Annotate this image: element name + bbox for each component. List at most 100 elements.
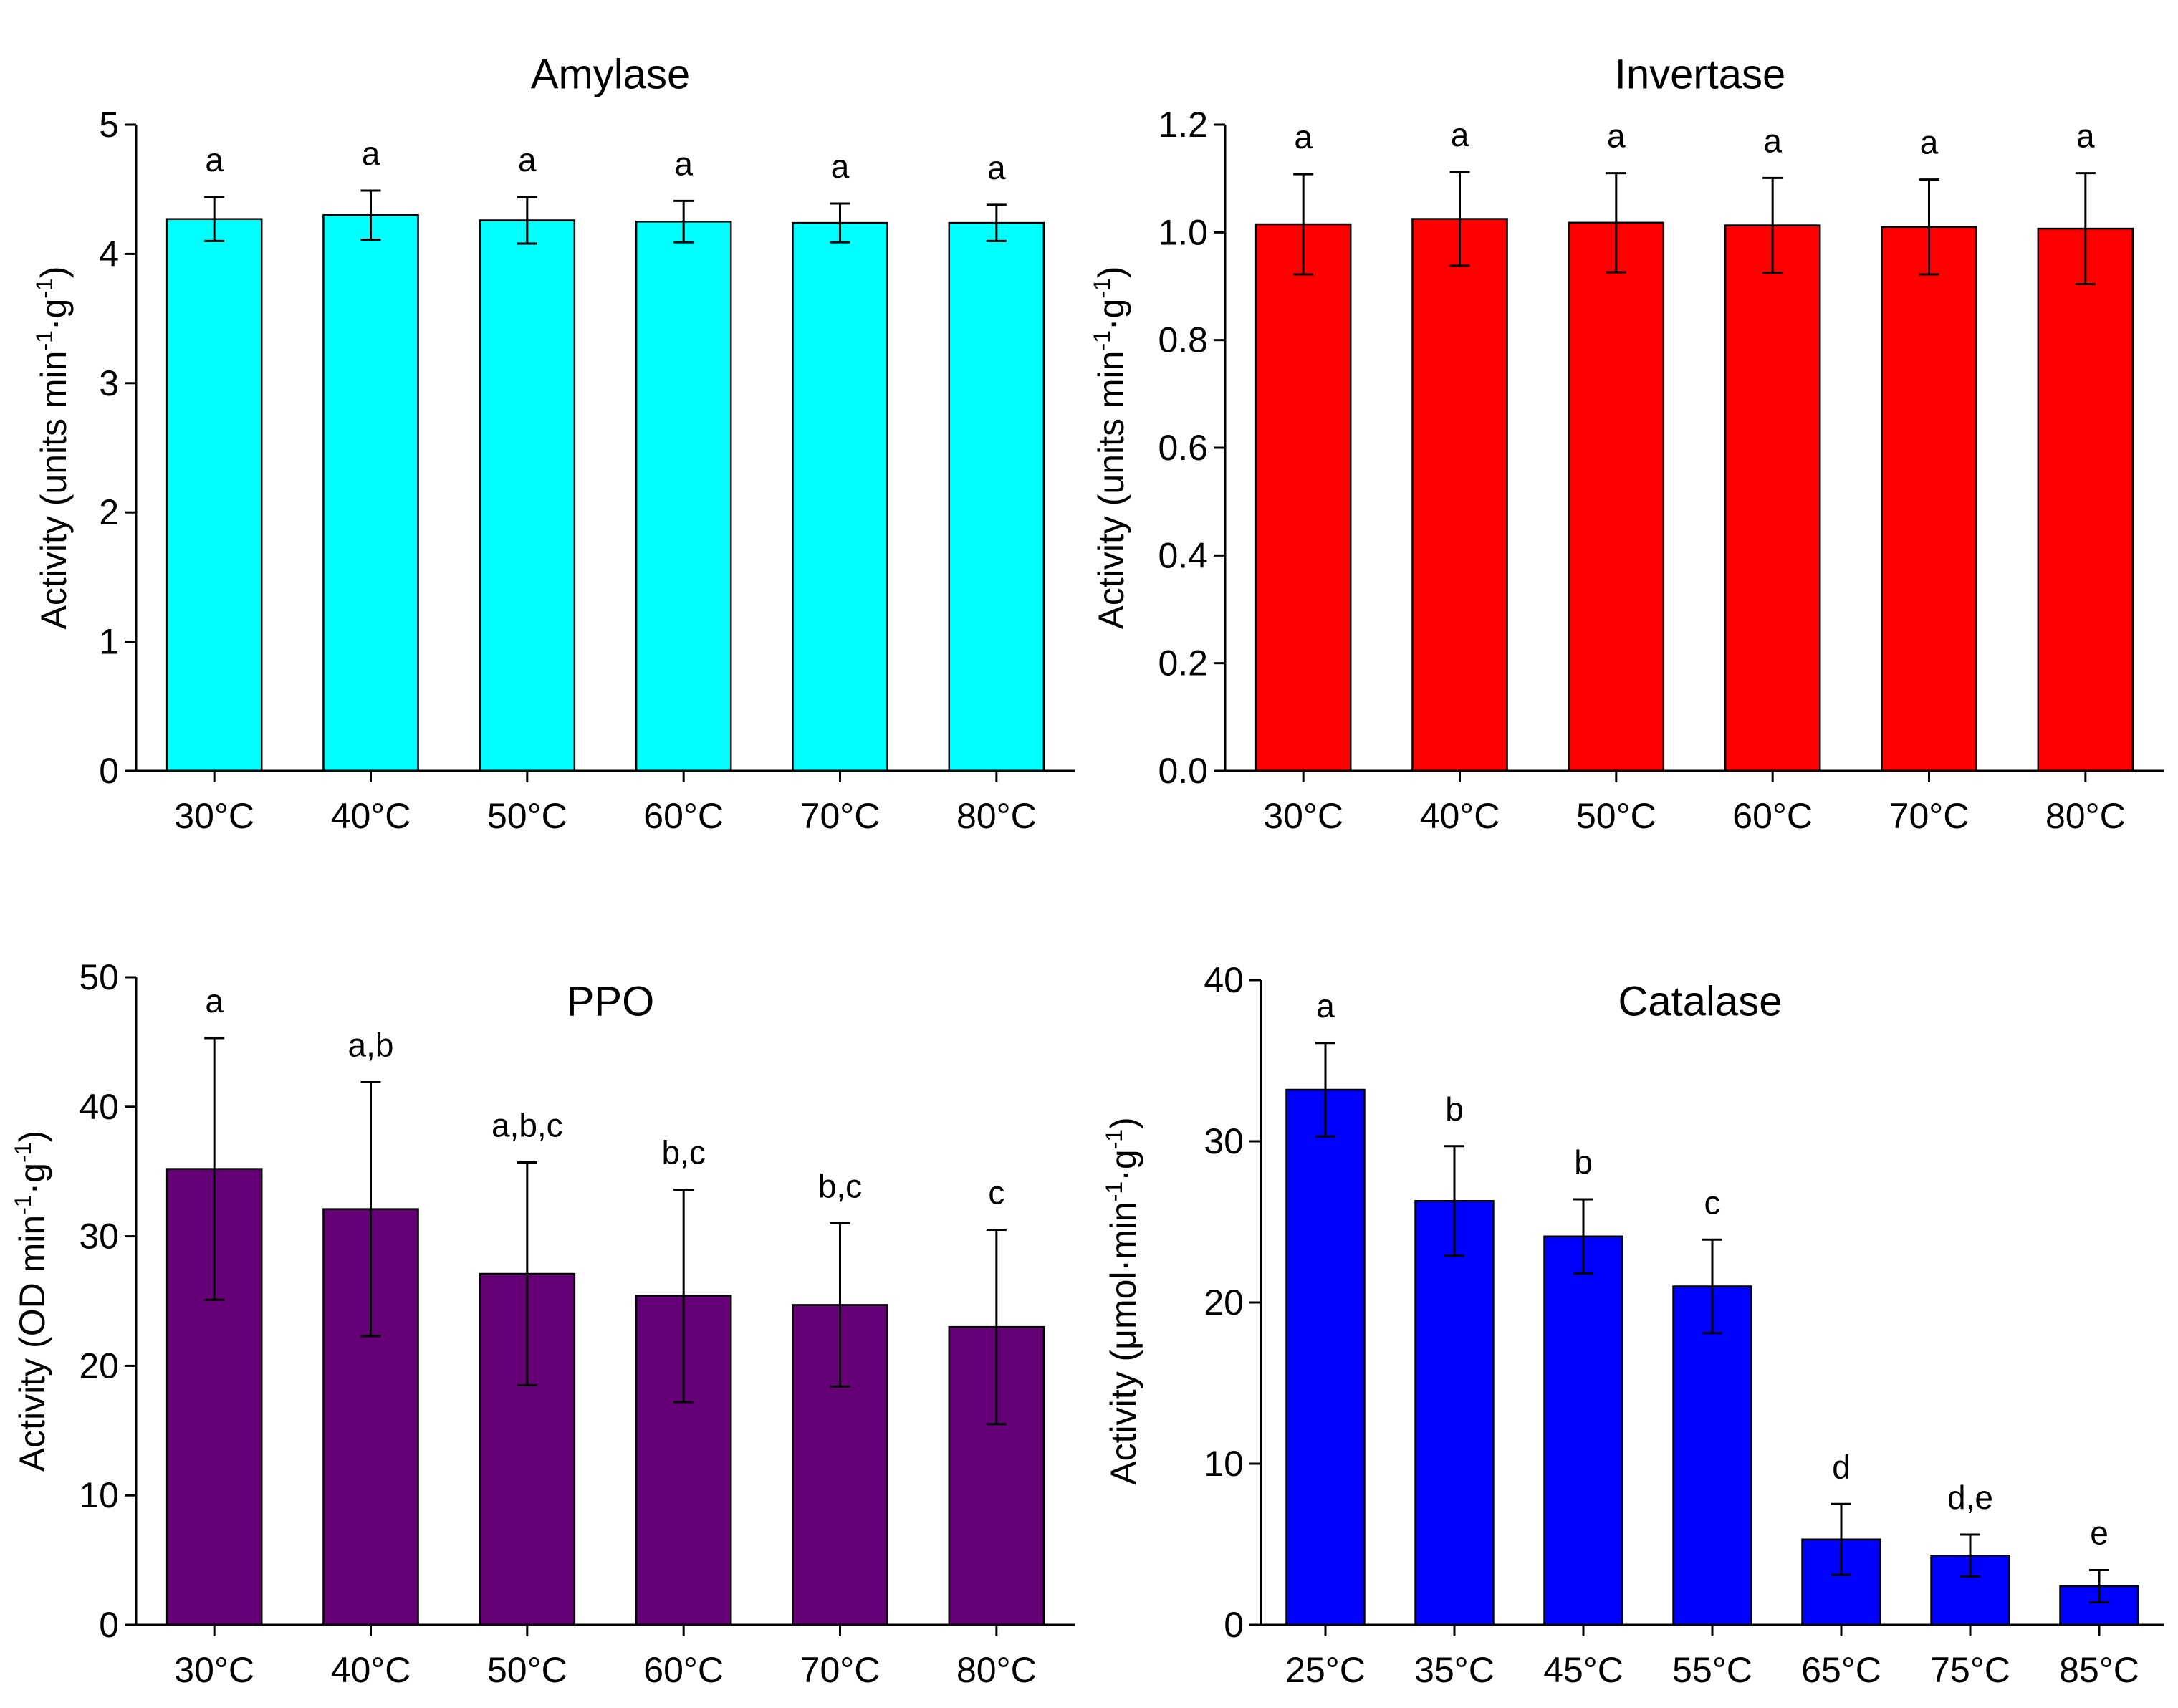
- error-bar: [1702, 1238, 1722, 1335]
- significance-label: a: [831, 148, 850, 185]
- error-bar: [986, 1229, 1007, 1426]
- error-bar: [1444, 1145, 1464, 1257]
- bar: [1414, 1200, 1495, 1626]
- significance-label: c: [988, 1174, 1004, 1212]
- y-axis-label: Activity (OD min-1·g-1): [10, 1131, 52, 1472]
- x-tick-label: 30°C: [174, 796, 254, 836]
- y-tick-label: 30: [79, 1217, 119, 1257]
- error-bar: [204, 196, 225, 242]
- x-tick-label: 75°C: [1930, 1650, 2010, 1690]
- x-tick-label: 70°C: [1889, 796, 1970, 836]
- error-bar: [360, 189, 381, 241]
- chart-ppo: PPO Activity (OD min-1·g-1) a 30°C a,b 40°C a,…: [10, 957, 1075, 1690]
- x-tick-label: 55°C: [1672, 1650, 1752, 1690]
- significance-label: a: [1294, 118, 1313, 155]
- x-tick-label: 25°C: [1285, 1650, 1366, 1690]
- significance-label: a: [1316, 987, 1335, 1025]
- y-tick-label: 3: [99, 363, 119, 403]
- x-tick-label: 80°C: [956, 1650, 1037, 1690]
- y-tick-label: 2: [99, 492, 119, 532]
- x-tick-label: 50°C: [487, 796, 567, 836]
- chart-title: PPO: [567, 979, 655, 1025]
- error-bar: [830, 202, 850, 244]
- chart-invertase: Invertase Activity (units min-1·g-1) a 30°C…: [1089, 52, 2164, 836]
- significance-label: a: [205, 141, 224, 178]
- error-bar: [830, 1222, 850, 1388]
- x-tick-label: 70°C: [800, 796, 881, 836]
- y-tick-label: 50: [79, 957, 119, 997]
- x-tick-label: 40°C: [1420, 796, 1500, 836]
- bar: [948, 221, 1045, 772]
- error-bar: [1449, 171, 1470, 267]
- bar: [1411, 218, 1508, 772]
- x-tick-label: 50°C: [1576, 796, 1656, 836]
- bar: [165, 218, 263, 772]
- bar: [1881, 226, 1977, 772]
- x-tick-label: 85°C: [2059, 1650, 2139, 1690]
- error-bar: [673, 1189, 694, 1404]
- y-tick-label: 0: [99, 751, 119, 791]
- x-tick-label: 45°C: [1543, 1650, 1623, 1690]
- y-axis-label: Activity (units min-1·g-1): [32, 267, 74, 630]
- error-bar: [1573, 1198, 1593, 1275]
- y-tick-label: 0.2: [1158, 643, 1208, 683]
- x-tick-label: 60°C: [643, 796, 724, 836]
- significance-label: a: [1451, 116, 1469, 153]
- significance-label: d: [1832, 1448, 1851, 1485]
- error-bar: [517, 196, 537, 245]
- significance-label: a: [674, 145, 693, 182]
- bar: [635, 221, 732, 772]
- error-bar: [1960, 1533, 1980, 1578]
- significance-label: a: [987, 149, 1006, 186]
- bar: [479, 219, 576, 772]
- error-bar: [1762, 176, 1783, 274]
- significance-label: a,b,c: [491, 1107, 563, 1144]
- bar: [792, 221, 888, 772]
- bar: [1285, 1088, 1366, 1626]
- y-axis-label: Activity (units min-1·g-1): [1089, 267, 1131, 630]
- x-tick-label: 80°C: [2045, 796, 2126, 836]
- y-tick-label: 0: [99, 1605, 119, 1645]
- significance-label: a: [1920, 124, 1939, 161]
- x-tick-label: 40°C: [331, 1650, 411, 1690]
- y-tick-label: 1: [99, 622, 119, 662]
- chart-amylase: Amylase Activity (units min-1·g-1) a 30°C a 4…: [32, 52, 1075, 836]
- error-bar: [986, 203, 1007, 242]
- x-tick-label: 65°C: [1801, 1650, 1881, 1690]
- y-tick-label: 4: [99, 234, 119, 274]
- significance-label: e: [2090, 1515, 2109, 1552]
- y-tick-label: 1.2: [1158, 105, 1208, 145]
- bar: [1568, 221, 1665, 772]
- y-tick-label: 40: [79, 1087, 119, 1127]
- significance-label: b,c: [661, 1134, 705, 1171]
- error-bar: [517, 1161, 537, 1387]
- x-tick-label: 30°C: [1263, 796, 1343, 836]
- y-tick-label: 5: [99, 105, 119, 145]
- y-tick-label: 30: [1204, 1121, 1244, 1161]
- error-bar: [1919, 178, 1939, 276]
- y-tick-label: 0.0: [1158, 751, 1208, 791]
- error-bar: [1606, 172, 1626, 274]
- significance-label: a,b: [348, 1026, 394, 1063]
- significance-label: c: [1704, 1184, 1721, 1221]
- bar: [1724, 224, 1821, 772]
- significance-label: b,c: [818, 1168, 862, 1205]
- bar: [1672, 1285, 1752, 1626]
- error-bar: [1315, 1042, 1335, 1138]
- y-tick-label: 40: [1204, 960, 1244, 1000]
- significance-label: a: [2076, 117, 2095, 155]
- chart-title: Invertase: [1615, 52, 1786, 98]
- error-bar: [360, 1080, 381, 1338]
- significance-label: a: [205, 982, 224, 1019]
- x-tick-label: 70°C: [800, 1650, 881, 1690]
- bar: [322, 214, 419, 772]
- x-tick-label: 60°C: [1732, 796, 1813, 836]
- x-tick-label: 35°C: [1414, 1650, 1495, 1690]
- significance-label: b: [1574, 1143, 1593, 1181]
- y-tick-label: 0.6: [1158, 428, 1208, 468]
- x-tick-label: 40°C: [331, 796, 411, 836]
- x-tick-label: 80°C: [956, 796, 1037, 836]
- x-tick-label: 30°C: [174, 1650, 254, 1690]
- y-tick-label: 10: [1204, 1444, 1244, 1484]
